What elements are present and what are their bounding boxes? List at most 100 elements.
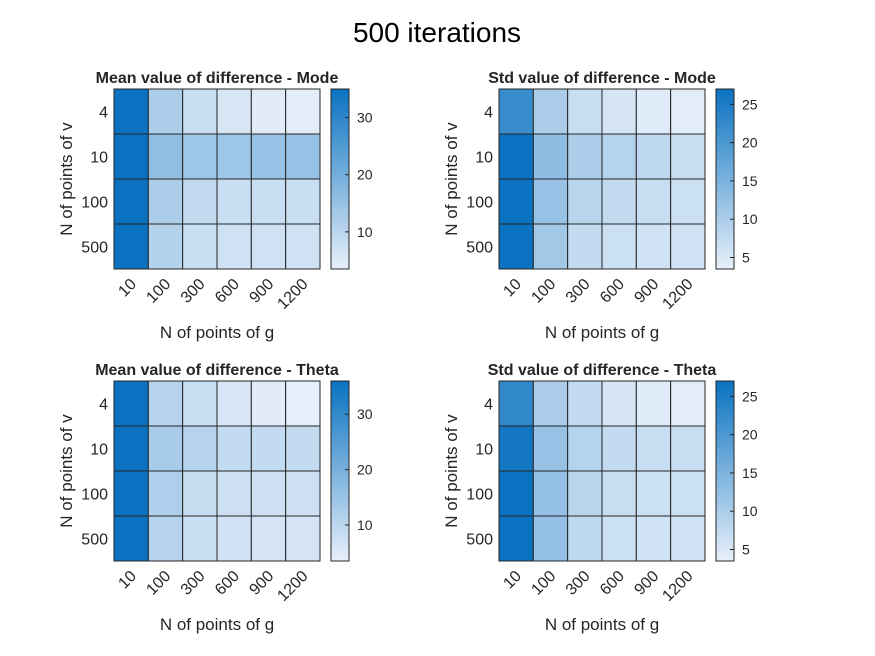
colorbar-tick-label: 20	[357, 462, 373, 478]
heatmap-cell	[147, 470, 184, 517]
heatmap-cell	[498, 380, 534, 427]
y-tick-label: 10	[90, 150, 108, 167]
heatmap-cell	[635, 223, 672, 270]
x-tick-label: 900	[246, 276, 277, 307]
heatmap-cell	[113, 178, 149, 225]
heatmap-cell	[182, 425, 218, 472]
x-tick-label: 900	[246, 568, 277, 599]
heatmap-cell	[216, 223, 252, 270]
y-tick-label: 4	[99, 105, 108, 122]
heatmap-cell	[285, 470, 321, 517]
heatmap-cell	[285, 88, 321, 135]
heatmap-cell	[250, 470, 287, 517]
heatmap-cell	[113, 223, 149, 270]
heatmap-mean-mode: Mean value of difference - Mode410100500…	[57, 70, 373, 342]
y-tick-label: 500	[466, 532, 493, 549]
y-axis-label: N of points of v	[442, 122, 461, 236]
heatmap-cell	[635, 133, 672, 180]
heatmap-cell	[601, 133, 637, 180]
heatmap-mean-theta: Mean value of difference - Theta41010050…	[57, 362, 373, 634]
heatmap-cell	[498, 470, 534, 517]
heatmap-cell	[250, 133, 287, 180]
x-tick-label: 300	[178, 568, 209, 599]
x-tick-label: 1200	[659, 276, 696, 313]
y-tick-label: 10	[475, 442, 493, 459]
heatmap-cell	[250, 223, 287, 270]
heatmap-cell	[567, 425, 603, 472]
heatmap-cell	[285, 425, 321, 472]
heatmap-cell	[147, 425, 184, 472]
x-tick-label: 300	[563, 568, 594, 599]
heatmap-cell	[670, 515, 706, 562]
heatmap-cell	[567, 470, 603, 517]
x-tick-label: 900	[631, 568, 662, 599]
y-axis-label: N of points of v	[57, 122, 76, 236]
y-tick-label: 100	[466, 195, 493, 212]
heatmap-cell	[498, 223, 534, 270]
heatmap-cell	[182, 470, 218, 517]
x-tick-label: 1200	[659, 568, 696, 605]
x-tick-label: 1200	[274, 568, 311, 605]
heatmap-cell	[113, 133, 149, 180]
heatmap-cell	[532, 133, 569, 180]
x-axis-label: N of points of g	[545, 615, 659, 634]
heatmap-cell	[567, 88, 603, 135]
colorbar	[715, 88, 735, 270]
heatmap-cell	[182, 133, 218, 180]
heatmap-cell	[670, 380, 706, 427]
x-tick-label: 100	[143, 276, 174, 307]
heatmap-cell	[147, 380, 184, 427]
heatmap-cell	[113, 515, 149, 562]
heatmap-cell	[216, 470, 252, 517]
heatmap-cell	[567, 133, 603, 180]
y-tick-label: 100	[466, 487, 493, 504]
colorbar-tick-label: 15	[742, 465, 758, 481]
x-tick-label: 900	[631, 276, 662, 307]
x-tick-label: 100	[528, 276, 559, 307]
heatmap-cell	[567, 515, 603, 562]
heatmap-cell	[635, 515, 672, 562]
heatmap-cell	[113, 380, 149, 427]
y-tick-label: 100	[81, 487, 108, 504]
heatmap-cell	[285, 178, 321, 225]
heatmap-cell	[147, 223, 184, 270]
colorbar	[715, 380, 735, 562]
x-tick-label: 600	[212, 568, 243, 599]
colorbar-tick-label: 10	[742, 211, 758, 227]
x-tick-label: 600	[212, 276, 243, 307]
heatmap-cell	[670, 470, 706, 517]
x-tick-label: 100	[143, 568, 174, 599]
heatmap-cell	[182, 178, 218, 225]
x-tick-label: 1200	[274, 276, 311, 313]
x-tick-label: 10	[500, 276, 525, 301]
heatmap-cell	[601, 380, 637, 427]
heatmap-std-mode: Std value of difference - Mode4101005001…	[442, 70, 758, 342]
figure-title: 500 iterations	[353, 17, 521, 48]
heatmap-cell	[147, 515, 184, 562]
heatmap-cell	[532, 223, 569, 270]
heatmap-cell	[670, 133, 706, 180]
heatmap-cell	[498, 88, 534, 135]
heatmap-cell	[182, 88, 218, 135]
y-tick-label: 10	[475, 150, 493, 167]
heatmap-cell	[250, 88, 287, 135]
heatmap-cell	[216, 88, 252, 135]
heatmap-cell	[532, 515, 569, 562]
x-axis-label: N of points of g	[160, 615, 274, 634]
heatmap-cell	[182, 515, 218, 562]
y-tick-label: 100	[81, 195, 108, 212]
panel-title: Std value of difference - Theta	[488, 362, 717, 379]
heatmap-cell	[113, 425, 149, 472]
heatmap-cell	[147, 88, 184, 135]
y-tick-label: 10	[90, 442, 108, 459]
heatmap-cell	[670, 425, 706, 472]
heatmap-cell	[498, 178, 534, 225]
x-tick-label: 600	[597, 568, 628, 599]
colorbar-tick-label: 10	[357, 224, 373, 240]
colorbar-tick-label: 30	[357, 110, 373, 126]
heatmap-cell	[216, 515, 252, 562]
heatmap-cell	[498, 515, 534, 562]
heatmap-cell	[601, 515, 637, 562]
heatmap-cell	[635, 425, 672, 472]
heatmap-cell	[532, 178, 569, 225]
